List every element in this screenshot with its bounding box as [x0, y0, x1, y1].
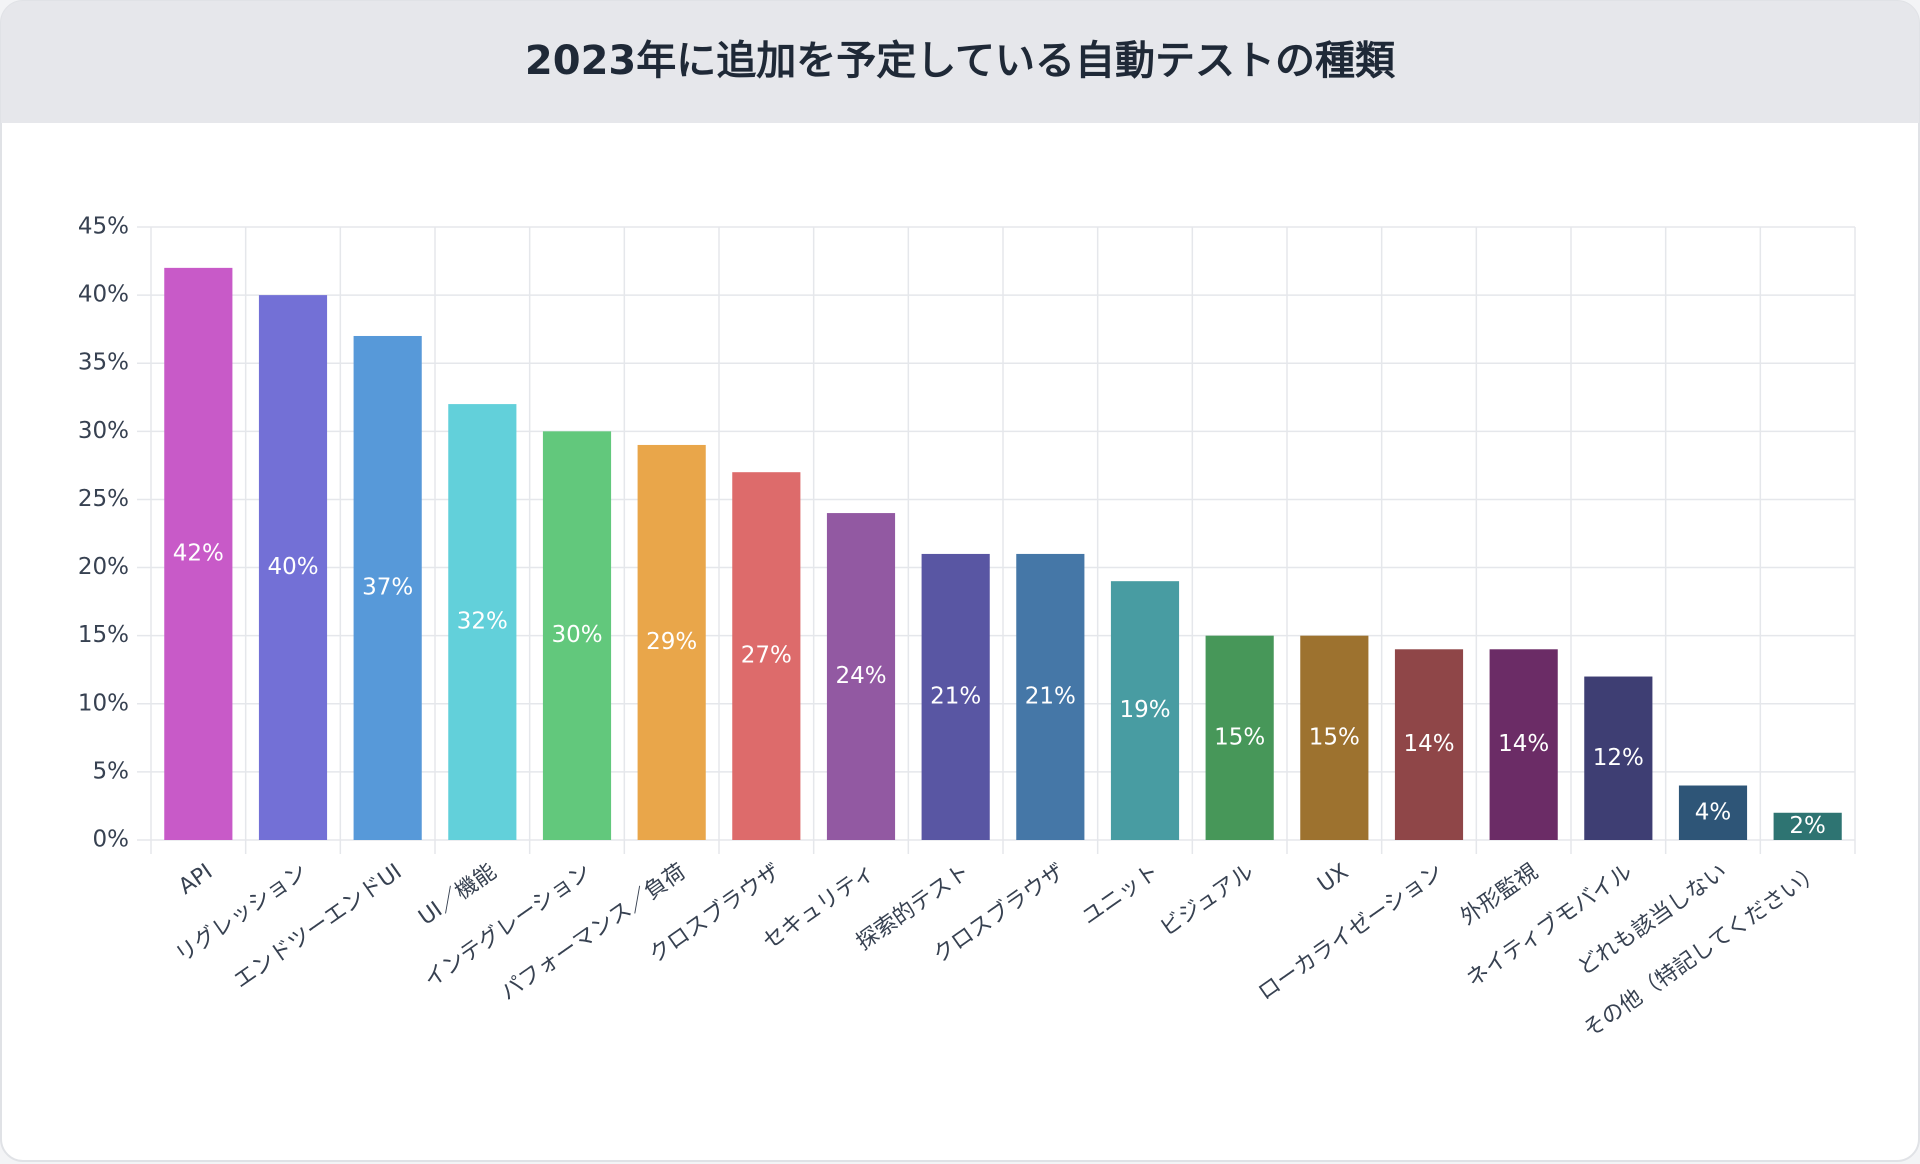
bar [1678, 785, 1748, 840]
y-tick-label: 25% [78, 486, 129, 512]
y-tick-label: 5% [93, 758, 130, 784]
value-label: 30% [551, 622, 602, 648]
value-label: 29% [646, 629, 697, 655]
bar [1110, 581, 1180, 840]
value-label: 27% [741, 643, 792, 669]
bar [353, 335, 422, 840]
value-label: 40% [267, 554, 318, 580]
y-tick-label: 45% [78, 214, 129, 240]
bar [826, 513, 896, 840]
bar [921, 553, 990, 840]
y-tick-label: 15% [78, 622, 129, 648]
value-label: 19% [1119, 697, 1170, 723]
bar [1394, 649, 1464, 840]
value-label: 14% [1403, 731, 1454, 757]
bar [1300, 635, 1369, 840]
bar [1016, 553, 1085, 840]
bar [732, 472, 801, 840]
y-tick-label: 0% [93, 827, 130, 853]
y-tick-label: 30% [78, 418, 129, 444]
bar [1205, 635, 1274, 840]
bar [542, 431, 612, 840]
value-label: 21% [930, 683, 981, 709]
bar [448, 404, 517, 840]
bar [1489, 649, 1558, 840]
y-tick-label: 20% [78, 554, 129, 580]
chart-title: 2023年に追加を予定している自動テストの種類 [525, 38, 1396, 84]
y-tick-label: 35% [78, 350, 129, 376]
value-label: 2% [1789, 813, 1826, 839]
bar [164, 267, 233, 840]
y-tick-label: 40% [78, 282, 129, 308]
bar [258, 295, 328, 841]
value-label: 12% [1593, 745, 1644, 771]
value-label: 32% [457, 609, 508, 635]
value-label: 21% [1025, 683, 1076, 709]
bar [637, 444, 706, 840]
value-label: 15% [1214, 724, 1265, 750]
value-label: 37% [362, 574, 413, 600]
value-label: 24% [835, 663, 886, 689]
bar [1773, 812, 1842, 840]
header [1, 1, 1919, 123]
bar [1584, 676, 1653, 840]
value-label: 4% [1695, 799, 1732, 825]
value-label: 15% [1309, 724, 1360, 750]
value-label: 14% [1498, 731, 1549, 757]
y-tick-label: 10% [78, 690, 129, 716]
value-label: 42% [173, 540, 224, 566]
